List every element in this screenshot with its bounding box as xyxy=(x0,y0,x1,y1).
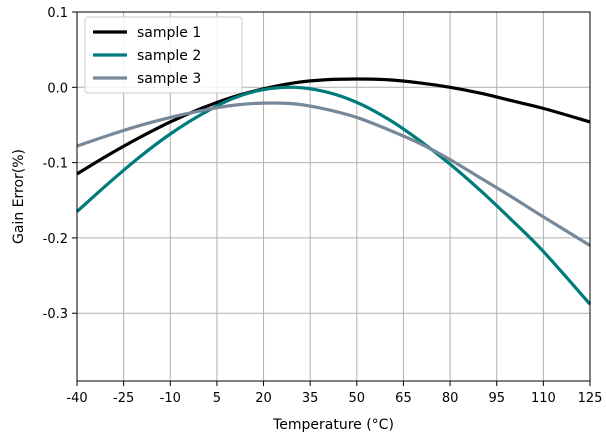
x-tick-label: 80 xyxy=(442,391,459,406)
x-tick-label: 50 xyxy=(349,391,366,406)
x-tick-label: -10 xyxy=(160,391,181,406)
x-axis-ticks: -40 -25 -10 5 20 35 50 65 80 95 110 125 xyxy=(66,381,602,406)
series-lines xyxy=(75,77,592,306)
x-tick-label: 95 xyxy=(488,391,505,406)
legend: sample 1 sample 2 sample 3 xyxy=(84,16,243,94)
x-tick-label: 110 xyxy=(531,391,556,406)
legend-label: sample 1 xyxy=(137,25,201,41)
y-tick-label: -0.3 xyxy=(43,307,68,322)
legend-label: sample 2 xyxy=(137,48,201,64)
x-tick-label: 5 xyxy=(213,391,221,406)
y-axis-label: Gain Error(%) xyxy=(11,149,27,244)
x-axis-label: Temperature (°C) xyxy=(272,417,394,433)
x-tick-label: -25 xyxy=(113,391,134,406)
x-tick-label: 125 xyxy=(578,391,603,406)
series-line-3 xyxy=(76,101,591,247)
y-tick-label: 0.1 xyxy=(47,6,68,21)
x-tick-label: 65 xyxy=(395,391,412,406)
x-tick-label: 20 xyxy=(255,391,272,406)
series-line-1 xyxy=(76,77,591,176)
x-tick-label: -40 xyxy=(66,391,87,406)
x-tick-label: 35 xyxy=(302,391,319,406)
legend-label: sample 3 xyxy=(137,71,201,87)
series-line-2 xyxy=(75,85,592,306)
y-axis-ticks: 0.1 0.0 -0.1 -0.2 -0.3 xyxy=(43,6,77,322)
plot-frame xyxy=(76,11,591,382)
legend-box xyxy=(84,16,243,94)
y-tick-label: 0.0 xyxy=(47,81,68,96)
y-tick-label: -0.2 xyxy=(43,232,68,247)
y-tick-label: -0.1 xyxy=(43,157,68,172)
